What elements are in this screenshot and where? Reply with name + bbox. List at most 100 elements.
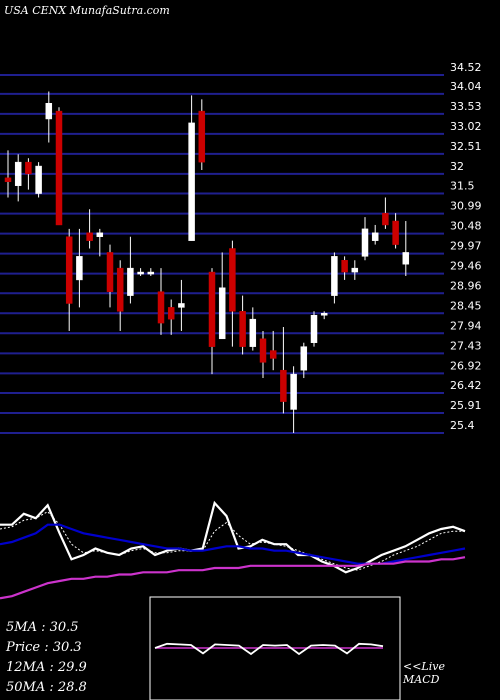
candle-body-up xyxy=(300,346,308,371)
candle xyxy=(382,197,389,229)
candle-body-up xyxy=(331,256,338,296)
moving-average-panel xyxy=(0,500,466,600)
candle xyxy=(290,366,297,433)
indicator-stats: 5MA : 30.5 Price : 30.3 12MA : 29.9 50MA… xyxy=(6,618,87,698)
candle-body-down xyxy=(382,212,389,226)
y-tick-label: 27.94 xyxy=(450,319,482,332)
candle-body-up xyxy=(402,252,410,265)
y-tick-label: 32 xyxy=(450,160,464,173)
ma50-line xyxy=(0,556,466,600)
y-tick-label: 27.43 xyxy=(450,339,482,352)
candle-body-down xyxy=(157,291,165,324)
candle xyxy=(269,330,277,371)
macd-panel xyxy=(149,596,401,700)
macd-title: MACD xyxy=(403,673,440,686)
candle xyxy=(351,260,359,280)
candle xyxy=(371,224,379,245)
candle-body-up xyxy=(137,271,144,275)
price-line xyxy=(0,500,466,574)
candle xyxy=(106,244,114,308)
candle-body-up xyxy=(14,161,22,186)
y-tick-label: 34.04 xyxy=(450,80,482,93)
candle-body-down xyxy=(65,236,73,304)
candle-body-up xyxy=(96,232,104,237)
candle xyxy=(392,213,399,249)
candle xyxy=(310,311,318,347)
candle xyxy=(208,268,216,375)
stat-5ma: 5MA : 30.5 xyxy=(6,620,79,635)
y-tick-label: 26.42 xyxy=(450,379,482,392)
y-tick-label: 29.97 xyxy=(450,240,482,253)
y-tick-label: 28.96 xyxy=(450,279,482,292)
candle-body-down xyxy=(106,252,114,292)
candle-body-down xyxy=(25,161,32,175)
candle-body-down xyxy=(198,110,206,163)
candle-body-down xyxy=(86,232,93,241)
candle xyxy=(167,299,175,335)
candle xyxy=(65,228,73,331)
candle xyxy=(341,256,348,280)
candle xyxy=(229,240,236,347)
candle-body-down xyxy=(392,220,399,245)
candle-body-up xyxy=(178,303,185,308)
candle xyxy=(35,162,42,198)
candle xyxy=(14,154,22,202)
y-tick-label: 32.51 xyxy=(450,140,482,153)
candle-body-up xyxy=(127,267,134,296)
y-tick-label: 34.52 xyxy=(450,61,482,74)
ticker-symbol: USA CENX xyxy=(4,4,67,17)
y-tick-label: 28.45 xyxy=(450,299,482,312)
candle xyxy=(157,268,165,335)
candle-body-up xyxy=(249,318,257,347)
candle xyxy=(76,228,83,308)
candle-body-up xyxy=(310,314,318,343)
stat-50ma: 50MA : 28.8 xyxy=(6,680,87,695)
y-tick-label: 33.02 xyxy=(450,120,482,133)
candle-body-down xyxy=(208,271,216,347)
candle-body-down xyxy=(239,311,246,347)
y-tick-label: 30.48 xyxy=(450,220,482,233)
candle xyxy=(147,268,155,276)
candle xyxy=(4,150,12,198)
candle xyxy=(45,91,53,143)
candle-body-up xyxy=(188,122,195,241)
candle xyxy=(361,217,369,261)
candle-body-up xyxy=(218,287,226,340)
candle-body-up xyxy=(351,267,359,273)
candle-body-down xyxy=(55,110,63,226)
ma12-line xyxy=(0,523,466,565)
candle xyxy=(249,307,257,351)
candle-body-down xyxy=(341,260,348,273)
candle xyxy=(178,279,185,331)
candle-body-down xyxy=(269,350,277,359)
live-link[interactable]: <<Live xyxy=(403,660,445,673)
candle xyxy=(25,158,32,190)
candle-body-down xyxy=(167,307,175,320)
candle-body-up xyxy=(147,271,155,275)
candle xyxy=(259,330,267,379)
candle xyxy=(188,95,195,241)
y-tick-label: 33.53 xyxy=(450,100,482,113)
macd-label: <<Live MACD xyxy=(403,660,445,686)
y-tick-label: 26.92 xyxy=(450,359,482,372)
site-name: MunafaSutra.com xyxy=(69,4,170,17)
candle xyxy=(280,327,287,414)
y-tick-label: 25.4 xyxy=(450,419,475,432)
candle xyxy=(137,268,144,276)
candle-body-up xyxy=(361,228,369,257)
candle xyxy=(116,260,124,331)
candle-body-up xyxy=(320,313,328,316)
candle xyxy=(239,295,246,355)
candle xyxy=(218,252,226,340)
candle-body-down xyxy=(229,248,236,312)
candle-body-up xyxy=(76,256,83,281)
candle-body-up xyxy=(35,165,42,194)
candle xyxy=(55,107,63,226)
y-tick-label: 30.99 xyxy=(450,200,482,213)
candlestick-series xyxy=(4,91,410,433)
stat-12ma: 12MA : 29.9 xyxy=(6,660,87,675)
price-axis: 34.52 34.04 33.53 33.02 32.51 32 31.5 30.99 30.4… xyxy=(450,61,482,432)
y-tick-label: 31.5 xyxy=(450,180,475,193)
macd-line xyxy=(154,642,384,656)
